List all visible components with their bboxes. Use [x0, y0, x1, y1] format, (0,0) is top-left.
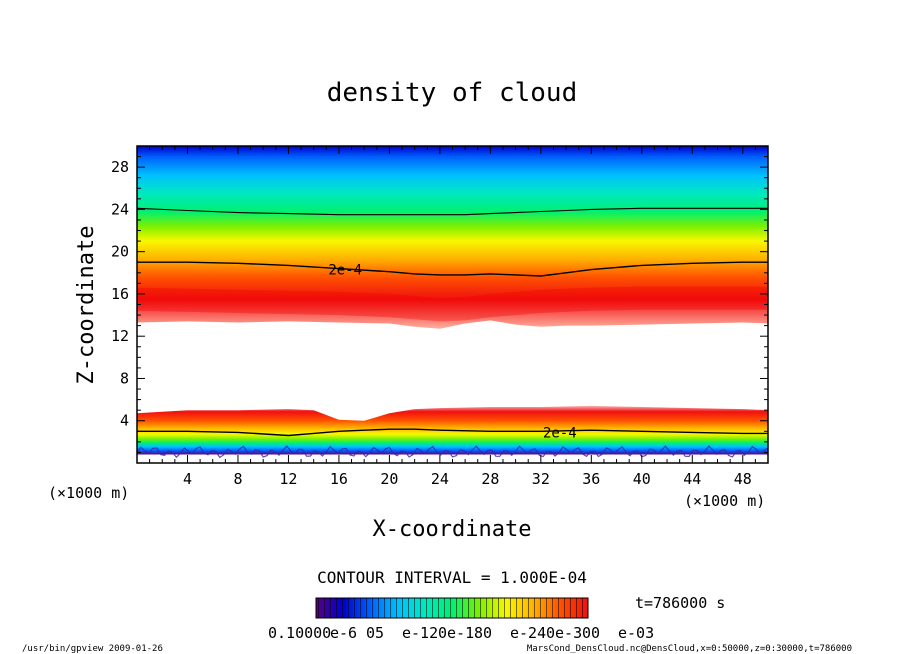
y-tick-label: 24: [111, 200, 129, 218]
time-label: t=786000 s: [635, 594, 725, 612]
x-tick-label: 28: [481, 470, 499, 488]
contour-line-upper-2: [137, 207, 768, 216]
colorbar-label: 0e-1: [438, 624, 474, 642]
colorbar-frame: [315, 597, 589, 619]
x-tick-label: 24: [431, 470, 449, 488]
x-tick-label: 16: [330, 470, 348, 488]
y-tick-label: 12: [111, 327, 129, 345]
colorbar-label: 0e-3: [546, 624, 582, 642]
contour-labels: 2e-4 2e-4: [328, 263, 577, 442]
y-ticks: 4 8 12 16 20 24 28: [111, 156, 768, 453]
x-tick-label: 12: [279, 470, 297, 488]
x-axis-label: X-coordinate: [373, 517, 532, 542]
plot-area: 2e-4 2e-4: [137, 146, 768, 463]
y-tick-label: 20: [111, 243, 129, 261]
x-tick-label: 36: [582, 470, 600, 488]
colorbar-overlap-labels: e-6 05 e-12 0e-1 80 e-24 0e-3 00 e-03: [330, 624, 654, 642]
colorbar-label: 80: [474, 624, 492, 642]
colorbar-label: e-12: [402, 624, 438, 642]
colorbar-label: e-03: [618, 624, 654, 642]
x-tick-label: 32: [532, 470, 550, 488]
colorbar: [315, 597, 589, 619]
colorbar-min-label: 0.10000: [268, 624, 331, 642]
colorbar-label: 00: [582, 624, 600, 642]
colorbar-stripes: [316, 598, 588, 618]
contour-label: 2e-4: [543, 425, 577, 441]
upper-cloud-layer: [137, 146, 768, 329]
x-tick-label: 44: [683, 470, 701, 488]
colorbar-label: e-24: [510, 624, 546, 642]
y-tick-label: 28: [111, 158, 129, 176]
y-tick-label: 4: [120, 412, 129, 430]
footer-left: /usr/bin/gpview 2009-01-26: [22, 644, 163, 654]
colorbar-label: 05: [366, 624, 384, 642]
x-unit-label-right: (×1000 m): [684, 492, 765, 510]
y-tick-label: 16: [111, 285, 129, 303]
x-tick-label: 4: [183, 470, 192, 488]
y-axis-label: Z-coordinate: [74, 226, 99, 385]
upper-cloud-core: [137, 286, 768, 322]
x-tick-label: 8: [233, 470, 242, 488]
contour-label: 2e-4: [328, 263, 362, 279]
colorbar-label: e-6: [330, 624, 357, 642]
contour-interval: CONTOUR INTERVAL = 1.000E-04: [317, 568, 587, 587]
contour-line-upper: [137, 261, 768, 277]
x-unit-label-left: (×1000 m): [48, 484, 129, 502]
x-tick-label: 20: [380, 470, 398, 488]
y-tick-label: 8: [120, 369, 129, 387]
x-tick-label: 40: [633, 470, 651, 488]
footer-right: MarsCond_DensCloud.nc@DensCloud,x=0:5000…: [527, 644, 852, 654]
chart-title: density of cloud: [327, 78, 577, 108]
x-tick-label: 48: [734, 470, 752, 488]
lower-cloud-speckle: [137, 445, 768, 459]
contour-line-lower: [137, 428, 768, 437]
x-ticks: 4 8 12 16 20 24 28 32 36 40 44 48: [149, 146, 756, 488]
